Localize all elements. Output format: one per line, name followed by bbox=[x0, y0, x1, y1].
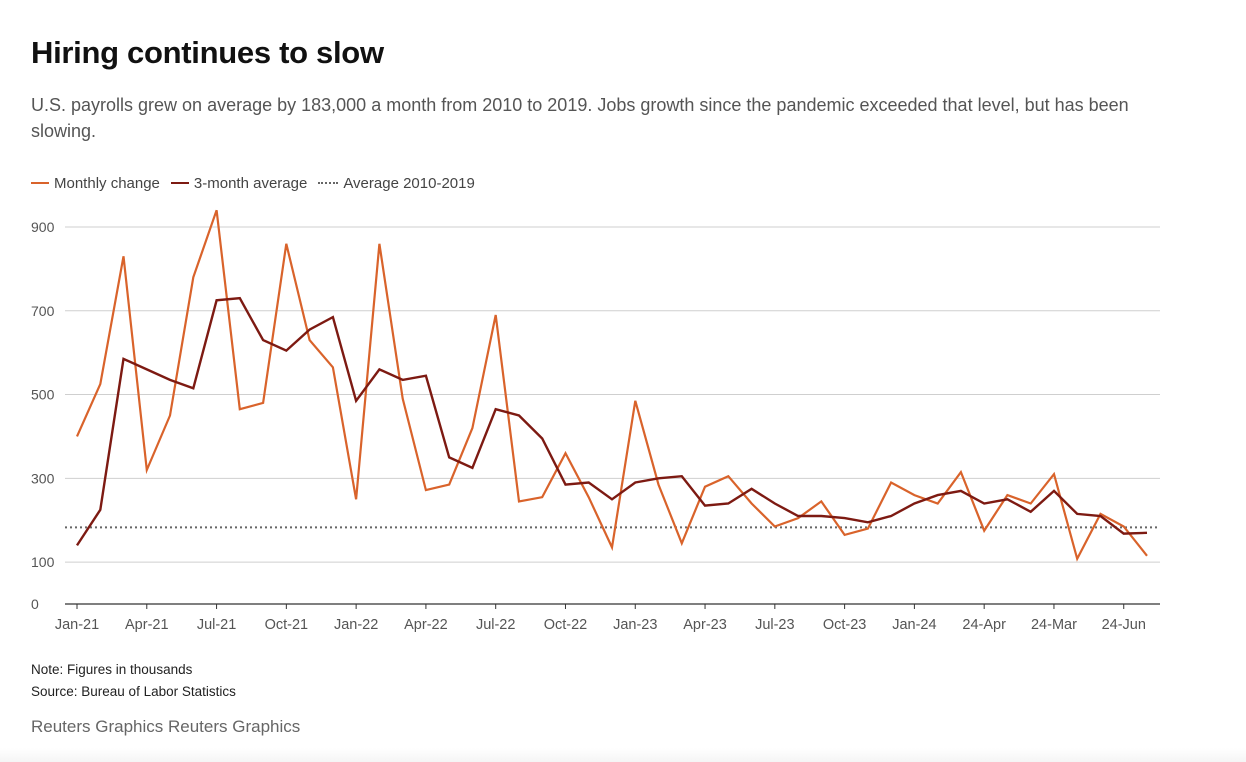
chart-note: Note: Figures in thousands bbox=[31, 662, 193, 677]
legend-swatch-monthly bbox=[31, 182, 49, 184]
x-tick-label: Jul-21 bbox=[197, 617, 237, 633]
chart-credit: Reuters Graphics Reuters Graphics bbox=[31, 717, 301, 736]
legend-label-baseline: Average 2010-2019 bbox=[343, 174, 475, 192]
x-tick-label: Jul-22 bbox=[476, 617, 516, 633]
x-tick-label: Apr-22 bbox=[404, 617, 448, 633]
x-tick-label: Jan-24 bbox=[892, 617, 936, 633]
legend-label-monthly: Monthly change bbox=[54, 174, 160, 192]
legend: Monthly change 3-month average Average 2… bbox=[31, 173, 486, 193]
series-line-monthly-change bbox=[75, 209, 1148, 562]
y-tick-label: 500 bbox=[31, 387, 55, 403]
x-tick-label: Jan-21 bbox=[55, 617, 99, 633]
line-chart: 0 100 300 500 700 900 Jan-21 Apr-21 Jul-21 Oct-21… bbox=[31, 209, 1160, 633]
y-tick-label: 300 bbox=[31, 470, 55, 486]
y-tick-label: 700 bbox=[31, 303, 55, 319]
chart-subtitle: U.S. payrolls grew on average by 183,000… bbox=[31, 95, 1129, 141]
chart-title: Hiring continues to slow bbox=[31, 35, 384, 70]
x-tick-label: Apr-23 bbox=[683, 617, 727, 633]
legend-item-3-month-average: 3-month average bbox=[170, 174, 308, 192]
x-tick-label: Oct-23 bbox=[823, 617, 867, 633]
footer-band bbox=[0, 748, 1246, 762]
legend-label-3-month-average: 3-month average bbox=[193, 174, 308, 192]
x-tick-label: Jan-22 bbox=[334, 617, 378, 633]
x-tick-label: Jan-23 bbox=[613, 617, 657, 633]
legend-swatch-baseline bbox=[318, 182, 339, 184]
chart-source: Source: Bureau of Labor Statistics bbox=[31, 684, 236, 699]
legend-item-monthly: Monthly change bbox=[31, 175, 160, 192]
y-tick-label: 0 bbox=[31, 596, 39, 612]
x-tick-label: Oct-22 bbox=[544, 617, 588, 633]
x-tick-label: 24-Jun bbox=[1102, 617, 1146, 633]
y-tick-label: 900 bbox=[31, 219, 55, 235]
x-tick-label: Oct-21 bbox=[265, 617, 309, 633]
x-tick-label: Apr-21 bbox=[125, 617, 169, 633]
y-tick-label: 100 bbox=[31, 554, 55, 570]
legend-swatch-3-month-average bbox=[170, 182, 189, 184]
legend-item-baseline: Average 2010-2019 bbox=[318, 175, 475, 192]
x-tick-label: 24-Apr bbox=[962, 617, 1006, 633]
x-tick-label: 24-Mar bbox=[1031, 617, 1077, 633]
series-line-3-month-average bbox=[75, 296, 1148, 547]
x-tick-label: Jul-23 bbox=[755, 617, 795, 633]
